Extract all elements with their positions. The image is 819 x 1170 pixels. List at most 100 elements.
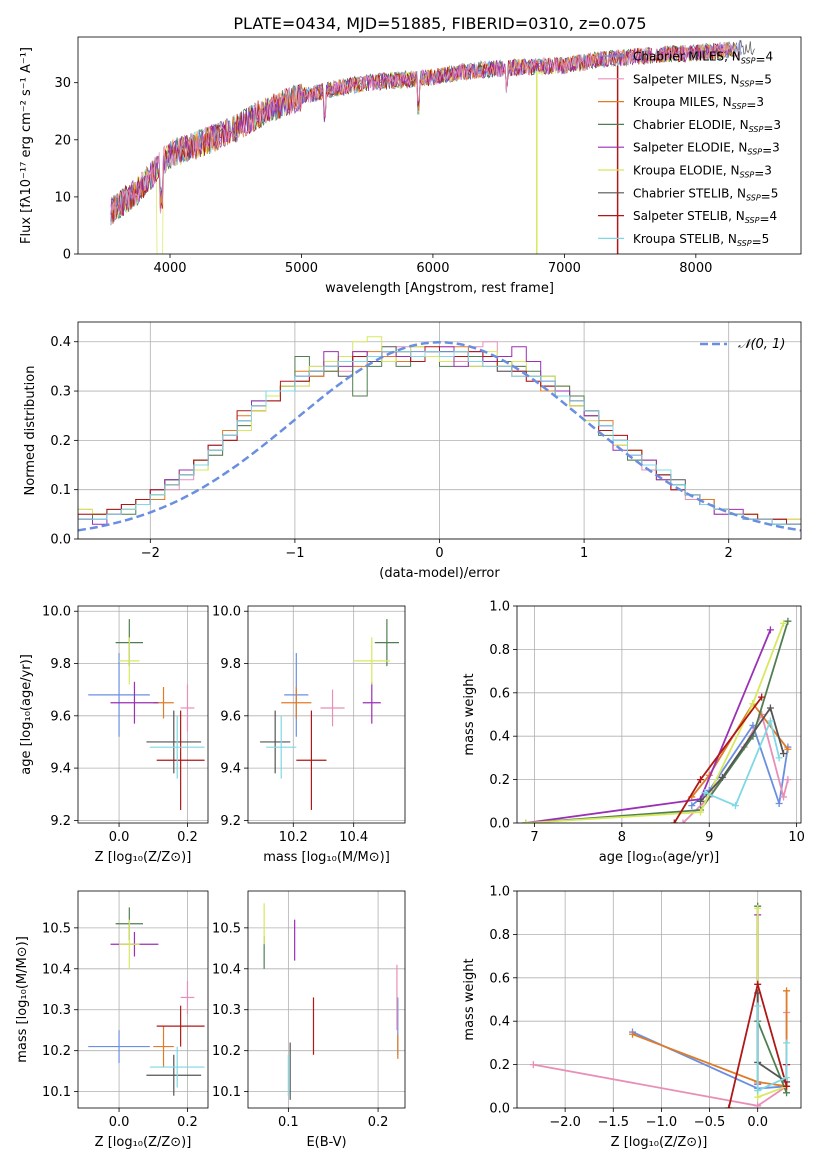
legend-nssp: 5 [771,186,779,200]
legend-nssp: 3 [773,118,781,132]
y-tick-label: 10.1 [42,1085,71,1100]
data-point [701,789,709,797]
spectrum-line [110,41,722,220]
y-tick-label: 0.4 [50,335,71,350]
series-line [525,620,789,823]
plot-area [529,902,791,1108]
series-line [704,718,781,807]
grid [78,891,208,1108]
x-tick-label: 10.4 [339,830,368,845]
y-tick-label: 9.8 [50,657,71,672]
y-tick-label: 20 [54,133,71,148]
legend-label: 𝒩(0, 1) [738,337,785,352]
axes-Z-vs-massweight: −2.0 −1.5 −1.0 −0.5 0.0 0.0 0.2 0.4 0.6 0.8 1.0 Z [… [462,885,802,1150]
x-tick-label: 0.0 [109,1115,130,1130]
legend-label-text: Chabrier STELIB, N [633,186,746,200]
x-axis-label: Z [log₁₀(Z/Z⊙)] [611,1135,708,1150]
x-axis-label: E(B-V) [306,1135,346,1150]
axes-spectrum: 4000 5000 6000 7000 8000 0 10 20 30 wavelength [A… [19,36,802,296]
y-tick-label: 30 [54,76,71,91]
axes-frame [516,605,802,824]
legend-label: Kroupa STELIB, NSSP=5 [633,232,769,249]
x-axis-label: Z [log₁₀(Z/Z⊙)] [95,850,192,865]
axes-age-vs-massweight: 7 8 9 10 0.0 0.2 0.4 0.6 0.8 1.0 age [log₁₀(age/yr… [462,600,805,866]
legend-subscript: SSP [737,239,752,248]
grid [78,606,208,823]
y-tick-label: 10.4 [42,962,71,977]
x-tick-label: 0.1 [278,1115,299,1130]
gaussian-curve [78,340,801,532]
x-tick-label: 5000 [285,261,318,276]
y-tick-label: 0.8 [489,928,510,943]
data-point [754,980,762,988]
y-tick-label: 10.2 [42,1044,71,1059]
data-point [697,797,705,805]
legend-label-text: Chabrier MILES, N [633,50,741,64]
series-line [699,705,785,802]
data-point [766,704,774,712]
y-tick-label: 0.6 [489,971,510,986]
x-axis-label: age [log₁₀(age/yr)] [599,850,720,865]
x-tick-label: 7 [530,830,538,845]
y-tick-label: 9.8 [220,657,241,672]
x-tick-label: −1.0 [646,1115,678,1130]
data-point [783,987,791,995]
figure-title: PLATE=0434, MJD=51885, FIBERID=0310, z=0… [233,14,646,33]
x-tick-label: 0.0 [109,830,130,845]
data-point [784,776,792,784]
legend-nssp: 3 [756,95,764,109]
legend-subscript: SSP [746,193,761,202]
series-line [525,623,785,823]
legend-label-text: Kroupa MILES, N [633,95,732,109]
data-point [783,1039,791,1047]
legend-label-text: Kroupa ELODIE, N [633,164,740,178]
y-axis-label: mass weight [462,958,477,1040]
legend-nssp: 3 [772,141,780,155]
y-tick-label: 10.1 [212,1085,241,1100]
plot-area [263,903,399,1100]
legend-nssp: 3 [764,164,772,178]
y-tick-label: 0.1 [50,483,71,498]
y-tick-label: 0 [63,248,71,263]
legend-nssp: 5 [762,232,770,246]
data-point [780,619,788,627]
data-point [522,819,530,823]
y-tick-label: 0.6 [489,686,510,701]
data-point [775,799,783,807]
data-point [688,802,696,810]
legend-nssp: 4 [770,209,778,223]
plot-area [522,617,792,823]
legend-label-text: Salpeter ELODIE, N [633,141,747,155]
legend-nssp: 5 [764,72,772,86]
grid [248,606,405,823]
y-tick-label: 0.0 [489,1102,510,1117]
legend-label-text: Salpeter STELIB, N [633,209,745,223]
plot-area [88,907,205,1096]
y-tick-label: 0.3 [50,385,71,400]
y-tick-label: 0.2 [489,1058,510,1073]
x-tick-label: −1.5 [597,1115,629,1130]
legend-label-text: Chabrier ELODIE, N [633,118,749,132]
y-tick-label: 9.4 [50,762,71,777]
data-point [670,819,678,823]
data-point [629,1030,637,1038]
y-tick-label: 9.4 [220,762,241,777]
x-tick-label: 9 [705,830,713,845]
y-tick-label: 9.6 [50,709,71,724]
data-point [780,750,788,758]
y-tick-label: 10.3 [42,1003,71,1018]
y-tick-label: 9.6 [220,709,241,724]
data-point [780,793,788,801]
y-tick-label: 10.5 [212,921,241,936]
legend-subscript: SSP [741,57,756,66]
legend-subscript: SSP [740,79,755,88]
legend-label-text: Salpeter MILES, N [633,72,740,86]
x-tick-label: 0.2 [177,1115,198,1130]
x-axis-label: Z [log₁₀(Z/Z⊙)] [95,1135,192,1150]
y-tick-label: 0.4 [489,1015,510,1030]
data-point [697,776,705,784]
x-tick-label: −1 [285,546,304,561]
y-tick-label: 10.3 [212,1003,241,1018]
y-tick-label: 10 [54,190,71,205]
